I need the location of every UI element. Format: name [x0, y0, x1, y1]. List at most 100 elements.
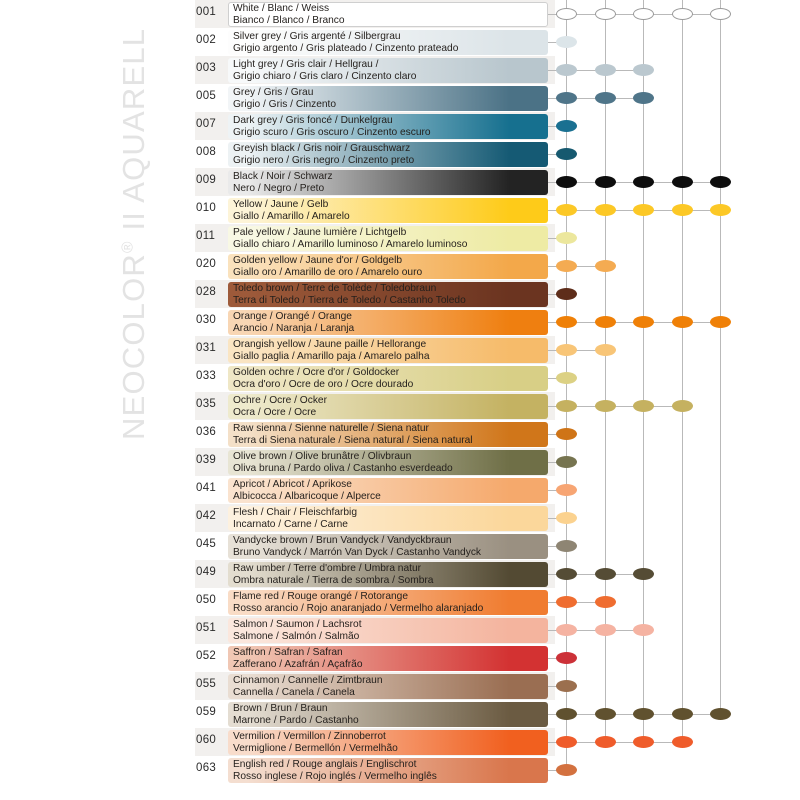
- lightfastness-dot[interactable]: [632, 400, 654, 412]
- lightfastness-dot[interactable]: [671, 736, 693, 748]
- lightfastness-dot[interactable]: [555, 764, 577, 776]
- lightfastness-dot[interactable]: [709, 176, 731, 188]
- lightfastness-dot[interactable]: [594, 596, 616, 608]
- lightfastness-dot[interactable]: [594, 736, 616, 748]
- lightfastness-dot[interactable]: [555, 484, 577, 496]
- lightfastness-dot[interactable]: [671, 316, 693, 328]
- colour-swatch[interactable]: [228, 477, 548, 503]
- colour-row[interactable]: 063 English red / Rouge anglais / Englisc…: [0, 756, 800, 784]
- colour-swatch[interactable]: [228, 281, 548, 307]
- lightfastness-dot[interactable]: [709, 204, 731, 216]
- colour-row[interactable]: 049 Raw umber / Terre d'ombre / Umbra nat…: [0, 560, 800, 588]
- colour-swatch[interactable]: [228, 617, 548, 643]
- lightfastness-dot[interactable]: [555, 708, 577, 720]
- lightfastness-dot[interactable]: [632, 624, 654, 636]
- lightfastness-dot[interactable]: [594, 176, 616, 188]
- colour-swatch[interactable]: [228, 645, 548, 671]
- colour-row[interactable]: 010 Yellow / Jaune / Gelb Giallo / Amarill…: [0, 196, 800, 224]
- colour-swatch[interactable]: [228, 225, 548, 251]
- lightfastness-dot[interactable]: [555, 596, 577, 608]
- colour-row[interactable]: 001 White / Blanc / Weiss Bianco / Blanco …: [0, 0, 800, 28]
- lightfastness-dot[interactable]: [555, 204, 577, 216]
- colour-row[interactable]: 005 Grey / Gris / Grau Grigio / Gris / Cin…: [0, 84, 800, 112]
- lightfastness-dot[interactable]: [555, 148, 577, 160]
- lightfastness-dot[interactable]: [671, 8, 693, 20]
- colour-row[interactable]: 003 Light grey / Gris clair / Hellgrau / G…: [0, 56, 800, 84]
- lightfastness-dot[interactable]: [632, 736, 654, 748]
- colour-row[interactable]: 052 Saffron / Safran / Safran Zafferano / …: [0, 644, 800, 672]
- lightfastness-dot[interactable]: [632, 176, 654, 188]
- colour-swatch[interactable]: [228, 505, 548, 531]
- lightfastness-dot[interactable]: [555, 372, 577, 384]
- lightfastness-dot[interactable]: [555, 232, 577, 244]
- colour-row[interactable]: 009 Black / Noir / Schwarz Nero / Negro / …: [0, 168, 800, 196]
- lightfastness-dot[interactable]: [632, 8, 654, 20]
- colour-swatch[interactable]: [228, 393, 548, 419]
- lightfastness-dot[interactable]: [555, 736, 577, 748]
- lightfastness-dot[interactable]: [594, 8, 616, 20]
- lightfastness-dot[interactable]: [671, 400, 693, 412]
- lightfastness-dot[interactable]: [555, 36, 577, 48]
- lightfastness-dot[interactable]: [632, 92, 654, 104]
- lightfastness-dot[interactable]: [555, 8, 577, 20]
- lightfastness-dot[interactable]: [555, 680, 577, 692]
- colour-row[interactable]: 060 Vermilion / Vermillon / Zinnoberrot Ve…: [0, 728, 800, 756]
- colour-row[interactable]: 041 Apricot / Abricot / Aprikose Albicocca…: [0, 476, 800, 504]
- colour-swatch[interactable]: [228, 309, 548, 335]
- colour-row[interactable]: 039 Olive brown / Olive brunâtre / Olivbr…: [0, 448, 800, 476]
- colour-swatch[interactable]: [228, 197, 548, 223]
- colour-row[interactable]: 020 Golden yellow / Jaune d'or / Goldgelb…: [0, 252, 800, 280]
- lightfastness-dot[interactable]: [632, 708, 654, 720]
- lightfastness-dot[interactable]: [594, 624, 616, 636]
- colour-swatch[interactable]: [228, 169, 548, 195]
- colour-row[interactable]: 035 Ochre / Ocre / Ocker Ocra / Ocre / Ocr…: [0, 392, 800, 420]
- lightfastness-dot[interactable]: [594, 344, 616, 356]
- lightfastness-dot[interactable]: [555, 64, 577, 76]
- colour-row[interactable]: 045 Vandycke brown / Brun Vandyck / Vandy…: [0, 532, 800, 560]
- lightfastness-dot[interactable]: [594, 64, 616, 76]
- lightfastness-dot[interactable]: [555, 92, 577, 104]
- lightfastness-dot[interactable]: [632, 64, 654, 76]
- lightfastness-dot[interactable]: [709, 316, 731, 328]
- lightfastness-dot[interactable]: [632, 568, 654, 580]
- lightfastness-dot[interactable]: [632, 204, 654, 216]
- lightfastness-dot[interactable]: [555, 288, 577, 300]
- colour-swatch[interactable]: [228, 673, 548, 699]
- colour-swatch[interactable]: [228, 85, 548, 111]
- lightfastness-dot[interactable]: [555, 260, 577, 272]
- colour-swatch[interactable]: [228, 701, 548, 727]
- lightfastness-dot[interactable]: [555, 624, 577, 636]
- lightfastness-dot[interactable]: [671, 204, 693, 216]
- lightfastness-dot[interactable]: [709, 708, 731, 720]
- lightfastness-dot[interactable]: [555, 344, 577, 356]
- lightfastness-dot[interactable]: [594, 204, 616, 216]
- colour-swatch[interactable]: [228, 365, 548, 391]
- lightfastness-dot[interactable]: [594, 708, 616, 720]
- lightfastness-dot[interactable]: [555, 176, 577, 188]
- lightfastness-dot[interactable]: [594, 568, 616, 580]
- colour-swatch[interactable]: [228, 757, 548, 783]
- colour-swatch[interactable]: [228, 589, 548, 615]
- lightfastness-dot[interactable]: [632, 316, 654, 328]
- lightfastness-dot[interactable]: [555, 120, 577, 132]
- colour-row[interactable]: 011 Pale yellow / Jaune lumière / Lichtge…: [0, 224, 800, 252]
- colour-row[interactable]: 007 Dark grey / Gris foncé / Dunkelgrau Gr…: [0, 112, 800, 140]
- colour-row[interactable]: 042 Flesh / Chair / Fleischfarbig Incarnat…: [0, 504, 800, 532]
- colour-swatch[interactable]: [228, 57, 548, 83]
- colour-swatch[interactable]: [228, 421, 548, 447]
- colour-swatch[interactable]: [228, 113, 548, 139]
- colour-row[interactable]: 051 Salmon / Saumon / Lachsrot Salmone / S…: [0, 616, 800, 644]
- colour-swatch[interactable]: [228, 1, 548, 27]
- lightfastness-dot[interactable]: [555, 456, 577, 468]
- colour-swatch[interactable]: [228, 29, 548, 55]
- lightfastness-dot[interactable]: [709, 8, 731, 20]
- colour-row[interactable]: 028 Toledo brown / Terre de Tolède / Tole…: [0, 280, 800, 308]
- colour-row[interactable]: 050 Flame red / Rouge orangé / Rotorange R…: [0, 588, 800, 616]
- colour-swatch[interactable]: [228, 337, 548, 363]
- colour-swatch[interactable]: [228, 141, 548, 167]
- colour-row[interactable]: 055 Cinnamon / Cannelle / Zimtbraun Cannel…: [0, 672, 800, 700]
- colour-row[interactable]: 031 Orangish yellow / Jaune paille / Hell…: [0, 336, 800, 364]
- lightfastness-dot[interactable]: [555, 428, 577, 440]
- lightfastness-dot[interactable]: [555, 540, 577, 552]
- lightfastness-dot[interactable]: [671, 708, 693, 720]
